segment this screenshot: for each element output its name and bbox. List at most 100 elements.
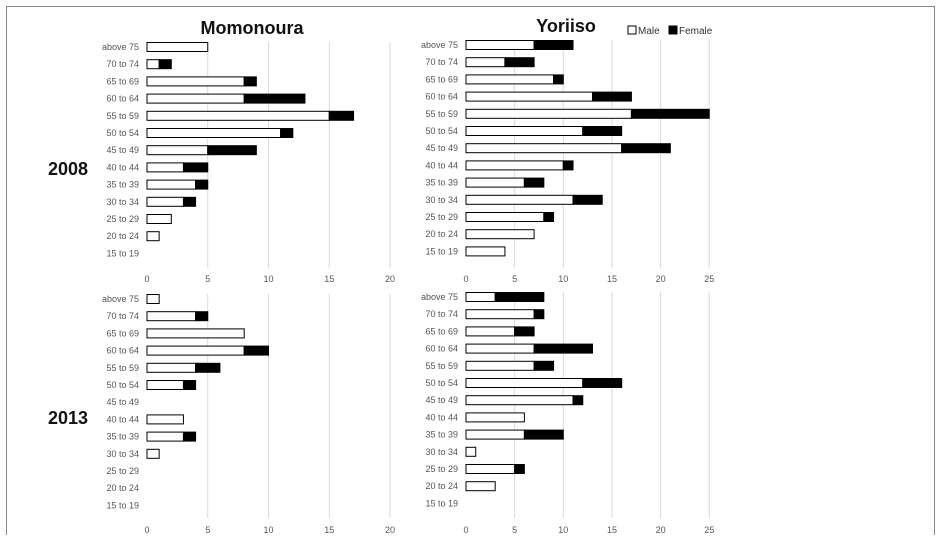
bar-female [195, 179, 209, 190]
x-tick-label: 0 [463, 525, 468, 535]
category-label: 25 to 29 [106, 466, 139, 476]
column-title-yoriiso: Yoriiso [536, 16, 596, 36]
category-label: 55 to 59 [106, 363, 139, 373]
legend-swatch-female [668, 25, 678, 35]
category-label: 55 to 59 [106, 111, 139, 121]
category-label: 40 to 44 [106, 162, 139, 172]
bar-female [562, 160, 574, 171]
category-label: 70 to 74 [106, 59, 139, 69]
category-label: above 75 [102, 42, 139, 52]
bar-female [533, 40, 574, 50]
category-label: 50 to 54 [425, 378, 458, 388]
bar-female [621, 143, 671, 154]
x-tick-label: 0 [144, 525, 149, 535]
x-tick-label: 5 [512, 274, 517, 284]
bar-female [533, 343, 593, 354]
panel-momonoura-2013: 0 5 10 15 20 above 75 70 to 74 65 to 69 60 to 64… [102, 294, 395, 535]
bar-male [146, 294, 160, 304]
bar-male [146, 311, 197, 322]
category-label: 45 to 49 [425, 143, 458, 153]
category-label: 30 to 34 [425, 195, 458, 205]
bar-female [280, 128, 294, 138]
bar-male [465, 395, 574, 406]
category-label: 35 to 39 [106, 432, 139, 442]
category-label: 40 to 44 [106, 414, 139, 424]
bar-male [465, 143, 623, 154]
category-label: 25 to 29 [425, 212, 458, 222]
bar-female [630, 108, 710, 119]
bar-female [328, 110, 355, 121]
bar-male [146, 362, 197, 373]
category-label: 25 to 29 [425, 464, 458, 474]
category-label: 20 to 24 [425, 229, 458, 239]
category-label: 70 to 74 [425, 57, 458, 67]
bar-male [465, 292, 496, 302]
panel-yoriiso-2008: 0 5 10 15 20 25 above 75 70 to 74 65 to 69 60 to … [421, 40, 714, 284]
category-label: 55 to 59 [425, 109, 458, 119]
x-tick-label: 15 [324, 525, 334, 535]
bar-female [182, 380, 197, 390]
bar-male [465, 246, 506, 257]
bar-male [465, 57, 506, 68]
category-label: 20 to 24 [106, 231, 139, 241]
panel-momonoura-2008: 0 5 10 15 20 above 75 70 to 74 65 to 69 60 to 64… [102, 42, 395, 284]
bar-female [243, 76, 257, 87]
bar-male [465, 126, 584, 136]
category-label: 50 to 54 [106, 380, 139, 390]
bar-female [582, 378, 623, 388]
bar-female [572, 194, 603, 205]
bar-male [465, 229, 535, 240]
bar-male [146, 179, 197, 190]
bar-female [591, 91, 632, 102]
bar-male [465, 378, 584, 388]
legend-swatch-male [627, 25, 637, 35]
bar-male [465, 74, 555, 85]
bar-male [465, 160, 564, 171]
bar-male [465, 326, 516, 337]
row-title-2013: 2013 [48, 408, 88, 428]
category-label: 65 to 69 [425, 74, 458, 84]
bar-female [182, 196, 197, 207]
bar-male [146, 380, 184, 390]
bar-female [195, 311, 209, 322]
bar-male [465, 40, 535, 50]
x-tick-label: 20 [385, 274, 395, 284]
x-tick-label: 5 [205, 274, 210, 284]
category-label: 70 to 74 [106, 311, 139, 321]
category-label: 45 to 49 [106, 145, 139, 155]
bar-male [146, 214, 172, 224]
bar-male [146, 431, 184, 442]
x-tick-label: 20 [656, 274, 666, 284]
bar-female [582, 126, 623, 136]
x-tick-label: 0 [463, 274, 468, 284]
category-label: 45 to 49 [425, 395, 458, 405]
category-label: 15 to 19 [425, 246, 458, 256]
x-tick-label: 10 [558, 274, 568, 284]
bar-female [543, 212, 555, 222]
category-label: 15 to 19 [425, 498, 458, 508]
bar-female [243, 345, 269, 356]
x-tick-label: 10 [263, 525, 273, 535]
figure-frame [6, 6, 935, 540]
category-label: 65 to 69 [425, 326, 458, 336]
bar-male [146, 162, 184, 173]
category-label: 60 to 64 [425, 344, 458, 354]
bar-male [465, 108, 632, 119]
bar-male [146, 345, 245, 356]
category-label: 20 to 24 [425, 481, 458, 491]
x-tick-label: 20 [385, 525, 395, 535]
category-label: 30 to 34 [106, 449, 139, 459]
bar-male [146, 93, 245, 104]
category-label: 70 to 74 [425, 309, 458, 319]
bar-male [146, 76, 245, 87]
category-label: 15 to 19 [106, 500, 139, 510]
chart-panels: 0 5 10 15 20 above 75 70 to 74 65 to 69 60 to 64… [102, 40, 714, 535]
category-label: above 75 [102, 294, 139, 304]
bar-male [146, 231, 160, 242]
bar-female [523, 429, 564, 440]
bar-male [146, 448, 160, 459]
x-tick-label: 5 [512, 525, 517, 535]
legend: Male Female [627, 25, 713, 37]
